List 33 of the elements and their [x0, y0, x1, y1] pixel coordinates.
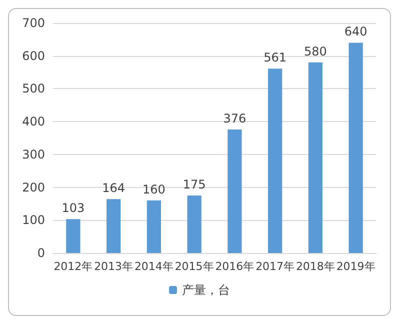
- y-tick-label: 300: [22, 147, 45, 162]
- y-tick-label: 200: [22, 180, 45, 194]
- x-tick-label: 2016年: [215, 260, 254, 273]
- x-tick-label: 2017年: [256, 260, 295, 273]
- x-tick-label: 2015年: [174, 260, 214, 273]
- y-tick-label: 100: [22, 213, 45, 228]
- data-label: 103: [62, 201, 85, 216]
- y-tick-label: 400: [22, 114, 45, 129]
- data-label: 561: [264, 50, 287, 65]
- y-tick-label: 600: [22, 48, 45, 63]
- x-tick-label: 2018年: [296, 260, 335, 273]
- bar: [106, 199, 121, 253]
- y-tick-label: 0: [37, 246, 45, 260]
- y-tick-label: 500: [22, 82, 45, 96]
- bar: [308, 62, 323, 253]
- x-tick-label: 2019年: [336, 260, 376, 273]
- bar: [187, 196, 202, 253]
- data-label: 640: [344, 24, 368, 39]
- data-label: 164: [102, 181, 126, 196]
- data-label: 175: [182, 178, 206, 192]
- data-label: 160: [142, 182, 166, 196]
- x-tick-label: 2013年: [94, 260, 134, 273]
- x-tick-label: 2012年: [54, 260, 93, 273]
- bar: [348, 42, 363, 253]
- bar: [268, 68, 282, 253]
- legend-label: 产量，台: [182, 283, 230, 297]
- data-label: 376: [223, 111, 246, 126]
- bar: [228, 129, 242, 253]
- y-tick-label: 700: [22, 16, 45, 30]
- bar: [146, 200, 162, 253]
- bar: [66, 219, 80, 253]
- data-label: 580: [304, 44, 327, 58]
- x-tick-label: 2014年: [134, 260, 174, 273]
